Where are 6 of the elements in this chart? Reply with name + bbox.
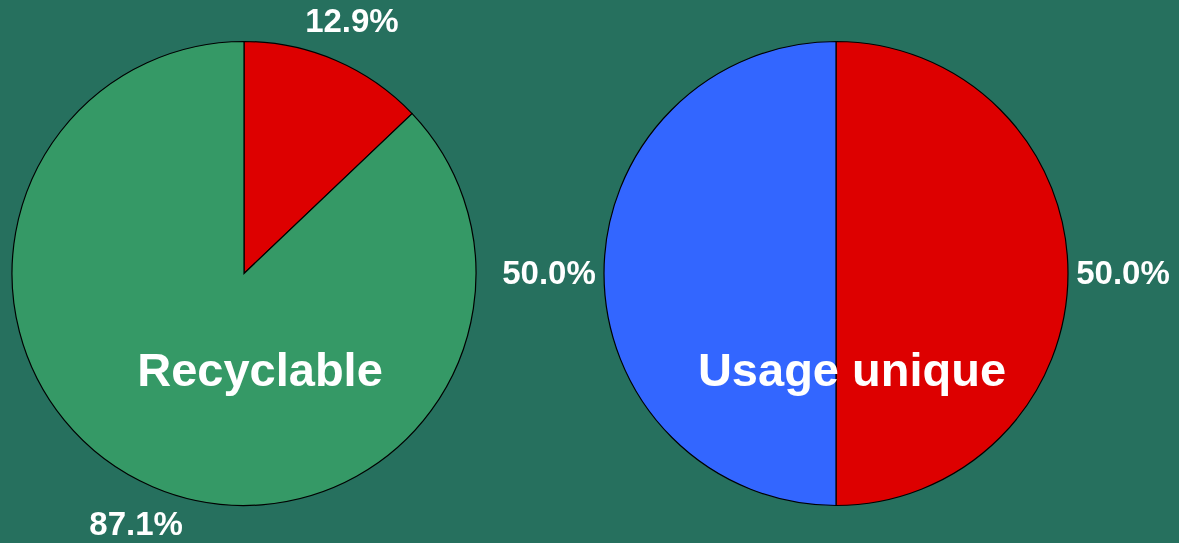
data-label: 12.9%: [305, 1, 399, 39]
text: Recyclable: [137, 342, 383, 396]
data-label: 87.1%: [89, 505, 183, 543]
data-label: 50.0%: [502, 253, 596, 291]
data-label: 50.0%: [1076, 253, 1170, 291]
pie-slice: [11, 40, 477, 506]
